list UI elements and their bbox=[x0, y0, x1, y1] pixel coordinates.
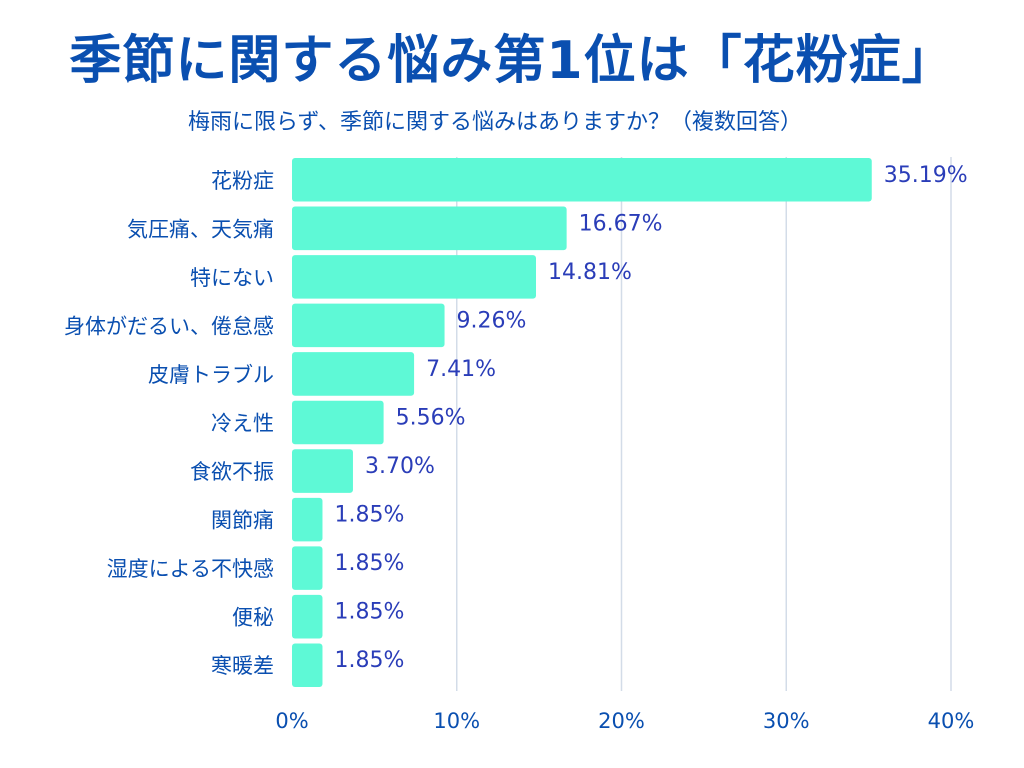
bar bbox=[292, 206, 567, 251]
bar bbox=[292, 449, 353, 493]
bar bbox=[292, 643, 323, 687]
category-label: 関節痛 bbox=[211, 509, 274, 533]
value-label: 14.81% bbox=[548, 260, 632, 285]
x-axis-ticks: 0% 10% 20% 30% 40% bbox=[275, 709, 974, 733]
category-label: 気圧痛、天気痛 bbox=[127, 217, 274, 241]
value-label: 35.19% bbox=[884, 163, 968, 188]
x-tick-label: 20% bbox=[598, 709, 645, 733]
bar bbox=[292, 594, 323, 639]
chart-subtitle: 梅雨に限らず、季節に関する悩みはありますか？（複数回答） bbox=[187, 110, 803, 135]
category-label: 寒暖差 bbox=[211, 654, 274, 678]
value-label: 1.85% bbox=[334, 600, 404, 625]
value-label: 7.41% bbox=[426, 357, 496, 382]
value-label: 3.70% bbox=[365, 454, 435, 479]
bar bbox=[292, 303, 445, 348]
bar bbox=[292, 158, 872, 202]
category-label: 身体がだるい、倦怠感 bbox=[64, 314, 274, 338]
chart-title: 季節に関する悩み第1位は「花粉症」 bbox=[69, 31, 955, 91]
bar bbox=[292, 352, 415, 396]
value-label: 9.26% bbox=[457, 308, 527, 333]
category-label: 皮膚トラブル bbox=[148, 363, 274, 387]
bar bbox=[292, 546, 323, 590]
bar bbox=[292, 400, 384, 445]
x-tick-label: 10% bbox=[433, 709, 480, 733]
category-label: 湿度による不快感 bbox=[107, 557, 274, 581]
category-label: 花粉症 bbox=[211, 169, 274, 193]
bars bbox=[292, 158, 872, 687]
bar bbox=[292, 255, 536, 299]
value-label: 1.85% bbox=[334, 648, 404, 673]
value-label: 1.85% bbox=[334, 503, 404, 528]
category-labels: 花粉症気圧痛、天気痛特にない身体がだるい、倦怠感皮膚トラブル冷え性食欲不振関節痛… bbox=[64, 169, 274, 678]
value-label: 16.67% bbox=[579, 211, 663, 236]
category-label: 特にない bbox=[190, 266, 274, 290]
x-tick-label: 30% bbox=[763, 709, 810, 733]
category-label: 食欲不振 bbox=[190, 460, 274, 484]
value-label: 5.56% bbox=[396, 406, 466, 431]
value-labels: 35.19% 16.67% 14.81% 9.26% 7.41% 5.56% 3.70% 1.… bbox=[334, 163, 967, 673]
x-tick-label: 40% bbox=[928, 709, 975, 733]
x-tick-label: 0% bbox=[275, 709, 308, 733]
category-label: 冷え性 bbox=[211, 412, 274, 436]
bar bbox=[292, 497, 323, 542]
category-label: 便秘 bbox=[232, 606, 274, 630]
value-label: 1.85% bbox=[334, 551, 404, 576]
